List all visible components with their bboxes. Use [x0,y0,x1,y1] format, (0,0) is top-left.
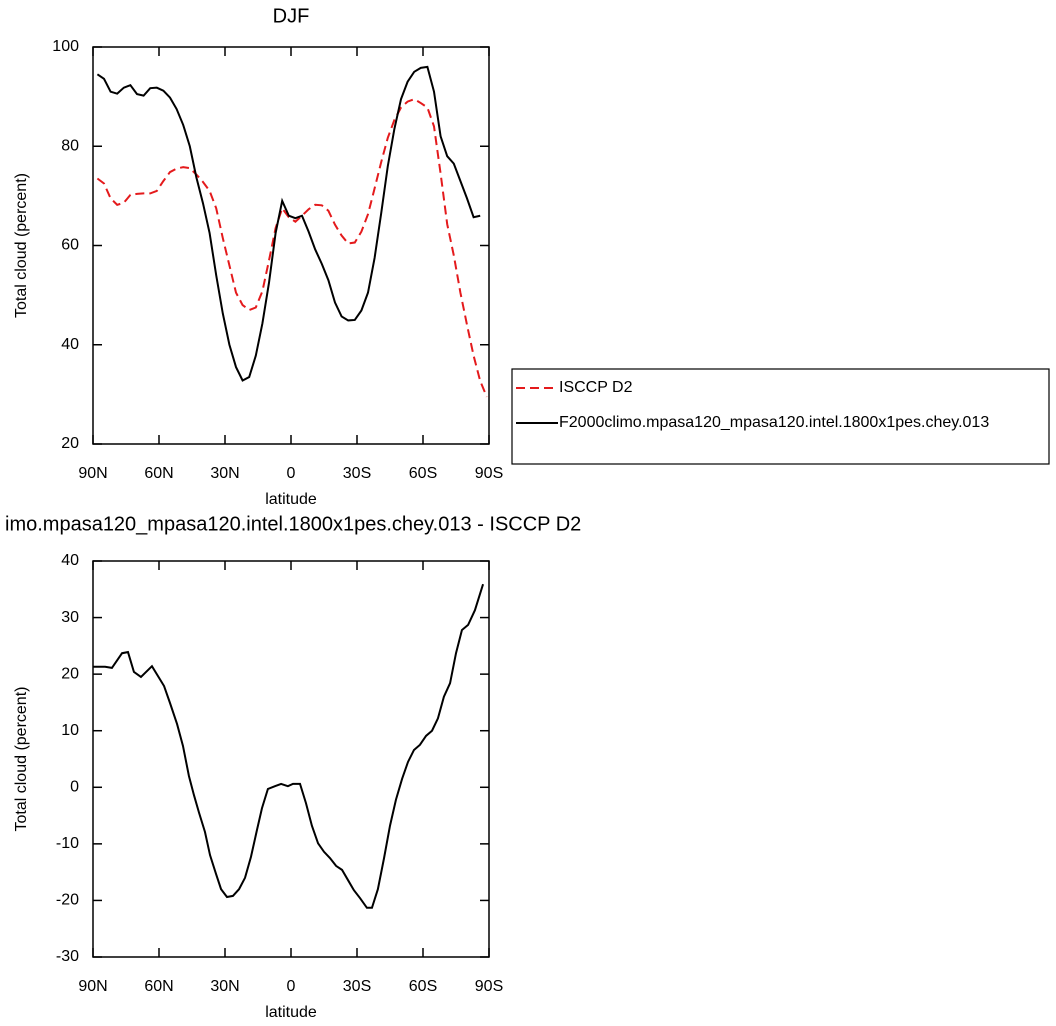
x-tick-label: 90N [78,978,107,995]
y-tick-label: 80 [61,137,79,154]
y-axis-label: Total cloud (percent) [13,173,30,318]
y-tick-label: -20 [56,892,79,909]
data-line [96,98,488,398]
x-tick-label: 90S [475,978,503,995]
y-tick-label: 30 [61,609,79,626]
y-tick-label: -30 [56,948,79,965]
y-tick-label: 0 [70,779,79,796]
y-tick-label: 40 [61,336,79,353]
x-axis-label: latitude [265,1004,317,1021]
chart-title: imo.mpasa120_mpasa120.intel.1800x1pes.ch… [5,513,581,535]
x-tick-label: 0 [287,978,296,995]
plot-frame [92,46,490,445]
y-axis-label: Total cloud (percent) [13,687,30,832]
x-tick-label: 60S [409,465,437,482]
y-tick-label: 100 [52,38,79,55]
x-tick-label: 60S [409,978,437,995]
x-tick-label: 60N [144,978,173,995]
chart-title: DJF [273,5,310,27]
y-tick-label: 40 [61,552,79,569]
legend-label: ISCCP D2 [559,379,633,396]
x-tick-label: 30N [210,465,239,482]
x-tick-label: 30N [210,978,239,995]
y-tick-label: -10 [56,835,79,852]
y-tick-label: 20 [61,665,79,682]
x-tick-label: 30S [343,465,371,482]
legend-box [511,368,1050,465]
legend-label: F2000climo.mpasa120_mpasa120.intel.1800x… [559,414,989,431]
x-tick-label: 90S [475,465,503,482]
x-axis-label: latitude [265,491,317,508]
x-tick-label: 0 [287,465,296,482]
x-tick-label: 60N [144,465,173,482]
data-line [93,583,485,909]
y-tick-label: 10 [61,722,79,739]
data-line [96,65,481,382]
y-tick-label: 60 [61,237,79,254]
plot-frame [92,560,490,958]
x-tick-label: 90N [78,465,107,482]
y-tick-label: 20 [61,435,79,452]
x-tick-label: 30S [343,978,371,995]
